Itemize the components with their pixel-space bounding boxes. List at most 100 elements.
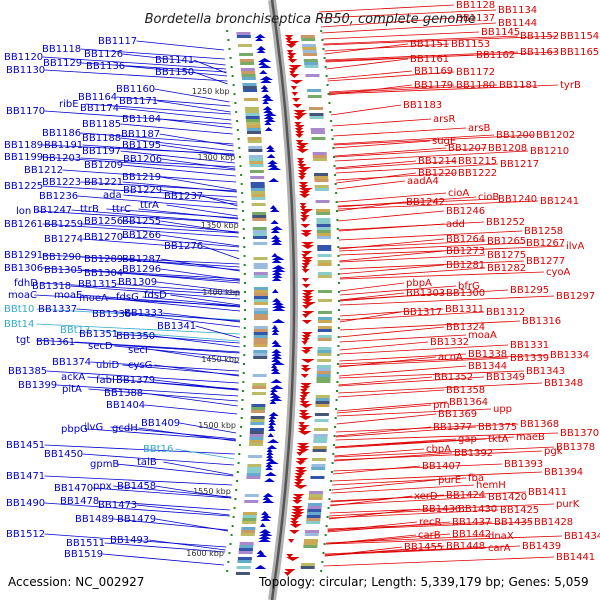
cog-band (312, 449, 327, 452)
reverse-gene (290, 518, 299, 522)
leader-line (331, 484, 475, 494)
reverse-gene (298, 176, 306, 180)
cog-band (244, 98, 259, 101)
gene-label: BB1118 (42, 44, 81, 55)
forward-gene (271, 259, 282, 263)
cog-band (304, 533, 319, 536)
leader-line (326, 535, 487, 544)
tick-dot (227, 561, 230, 563)
forward-gene (269, 208, 280, 212)
gene-label: secF (128, 345, 151, 356)
gene-label: BB1512 (6, 529, 45, 540)
tick-dot (243, 318, 246, 320)
forward-gene (262, 499, 275, 503)
tick-dot (241, 201, 244, 203)
gene-label: BB1223 (42, 177, 81, 188)
gene-label: BB1161 (410, 54, 449, 65)
reverse-gene (292, 494, 305, 498)
cog-band (251, 407, 266, 410)
cog-band (315, 398, 330, 401)
gene-label: arsB (468, 123, 490, 134)
cog-band (253, 290, 268, 293)
tick-dot (241, 408, 244, 410)
gene-label: BB1473 (98, 500, 137, 511)
cog-band (302, 50, 317, 53)
tick-dot (229, 543, 232, 545)
gene-label: BB1200 (496, 130, 535, 141)
leader-line (327, 71, 455, 82)
reverse-gene (298, 173, 307, 177)
tick-dot (226, 30, 229, 32)
leader-line (44, 69, 228, 82)
forward-gene (270, 379, 283, 383)
forward-gene (259, 523, 266, 527)
forward-gene (271, 352, 282, 356)
cog-band (315, 404, 330, 407)
forward-gene (271, 265, 286, 269)
tick-dot (242, 390, 245, 392)
gene-label: BB1126 (84, 49, 123, 60)
reverse-gene (293, 113, 308, 117)
kbp-ruler-label: 1500 kbp (198, 421, 236, 430)
cog-band (308, 494, 323, 497)
tick-dot (238, 444, 241, 446)
leader-line (82, 223, 239, 234)
gene-label: BB1379 (116, 375, 155, 386)
tick-dot (333, 435, 336, 437)
cog-band (243, 89, 258, 92)
gene-label: BB1455 (404, 542, 443, 553)
leader-line (337, 200, 539, 210)
cog-band (314, 419, 329, 422)
tick-dot (233, 93, 236, 95)
gene-label: BB1162 (476, 50, 515, 61)
leader-line (136, 504, 230, 516)
tick-dot (336, 219, 339, 221)
forward-gene (254, 565, 267, 569)
leader-line (324, 43, 450, 52)
tick-dot (230, 534, 233, 536)
cog-band (242, 521, 257, 524)
forward-gene (271, 331, 279, 335)
cog-band (238, 548, 253, 551)
reverse-gene (301, 332, 313, 336)
gene-label: BB1206 (123, 154, 162, 165)
reverse-gene (284, 569, 296, 573)
gene-label: BB1274 (44, 234, 83, 245)
gene-label: fba (468, 473, 484, 484)
tick-dot (324, 66, 327, 68)
gene-label: BB1344 (468, 361, 507, 372)
cog-band (242, 518, 257, 521)
reverse-gene (290, 80, 304, 84)
leader-line (82, 144, 235, 156)
leader-line (337, 401, 448, 412)
cog-band (253, 287, 268, 290)
tick-dot (327, 93, 330, 95)
reverse-gene (289, 71, 296, 75)
forward-gene (263, 118, 276, 122)
leader-line (160, 118, 233, 129)
leader-line (324, 545, 521, 555)
gene-label: BB1270 (84, 232, 123, 243)
gene-label: BB1184 (122, 114, 161, 125)
gene-label: purK (556, 499, 580, 510)
cog-band (250, 176, 265, 179)
leader-line (154, 349, 240, 364)
tick-dot (337, 363, 340, 365)
tick-dot (337, 345, 340, 347)
cog-band (253, 326, 268, 329)
gene-label: BB1479 (117, 514, 156, 525)
leader-line (323, 35, 559, 46)
gene-label: BB1317 (403, 307, 442, 318)
cog-band (252, 233, 267, 236)
gene-label: ackA (61, 372, 85, 383)
leader-line (339, 245, 565, 256)
tick-dot (328, 102, 331, 104)
reverse-gene (289, 530, 300, 534)
forward-gene (271, 256, 285, 260)
leader-line (339, 242, 525, 252)
reverse-gene (300, 374, 309, 378)
cog-band (251, 392, 266, 395)
tick-dot (239, 165, 242, 167)
cog-band (250, 416, 265, 419)
tick-dot (240, 417, 243, 419)
